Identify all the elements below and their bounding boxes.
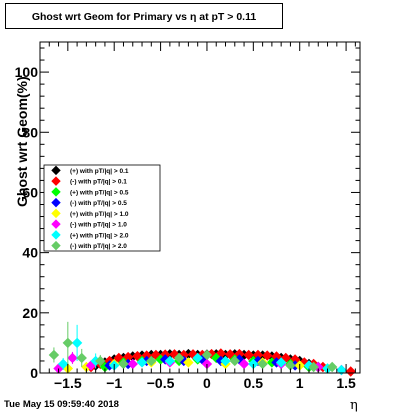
legend-marker bbox=[51, 197, 61, 208]
data-point bbox=[48, 349, 60, 361]
data-point bbox=[238, 358, 250, 370]
x-tick-label: 0.5 bbox=[244, 375, 264, 391]
x-tick-label: 0 bbox=[203, 375, 211, 391]
y-tick-label: 60 bbox=[22, 184, 38, 200]
data-point bbox=[67, 352, 78, 364]
data-point bbox=[136, 357, 148, 368]
data-point bbox=[173, 352, 185, 364]
x-axis-label: η bbox=[350, 398, 358, 413]
data-point bbox=[76, 352, 87, 364]
y-tick-label: 100 bbox=[15, 64, 39, 80]
legend-item: (+) with pT/|q| > 1.0 bbox=[51, 208, 129, 219]
y-tick-label: 80 bbox=[22, 124, 38, 140]
y-tick-label: 0 bbox=[30, 365, 38, 381]
legend-marker bbox=[51, 165, 61, 176]
legend-item: (-) with pT/|q| > 1.0 bbox=[51, 219, 127, 229]
data-point bbox=[345, 366, 356, 377]
data-point bbox=[336, 364, 347, 376]
legend-label: (-) with pT/|q| > 0.5 bbox=[70, 200, 127, 207]
legend-marker bbox=[51, 230, 61, 240]
data-point bbox=[201, 349, 213, 361]
data-point bbox=[183, 357, 194, 368]
legend-marker bbox=[51, 219, 61, 229]
legend-label: (+) with pT/|q| > 2.0 bbox=[70, 232, 129, 239]
x-tick-label: 1 bbox=[296, 375, 304, 391]
legend-item: (-) with pT/|q| > 2.0 bbox=[51, 240, 127, 251]
data-point bbox=[118, 358, 129, 370]
data-point bbox=[220, 355, 231, 367]
legend-label: (-) with pT/|q| > 2.0 bbox=[70, 243, 127, 250]
data-point bbox=[192, 352, 203, 364]
chart-title: Ghost wrt Geom for Primary vs η at pT > … bbox=[5, 3, 283, 29]
legend-item: (+) with pT/|q| > 0.1 bbox=[51, 165, 129, 176]
data-point bbox=[164, 355, 176, 367]
legend-marker bbox=[51, 176, 61, 186]
legend-item: (-) with pT/|q| > 0.5 bbox=[51, 197, 127, 208]
legend-marker bbox=[51, 187, 61, 197]
legend-item: (+) with pT/|q| > 0.5 bbox=[51, 187, 129, 197]
legend-label: (-) with pT/|q| > 1.0 bbox=[70, 222, 127, 229]
y-axis-label: Ghost wrt Geom(%) bbox=[14, 76, 30, 207]
legend-item: (+) with pT/|q| > 2.0 bbox=[51, 230, 129, 240]
x-tick-label: −0.5 bbox=[147, 375, 175, 391]
series-8 bbox=[48, 321, 338, 373]
data-point bbox=[262, 350, 273, 361]
legend-label: (+) with pT/|q| > 1.0 bbox=[70, 211, 129, 218]
data-point bbox=[146, 355, 157, 367]
data-point bbox=[308, 361, 319, 373]
legend-marker bbox=[51, 240, 61, 251]
x-tick-label: −1.5 bbox=[54, 375, 82, 391]
legend-label: (+) with pT/|q| > 0.1 bbox=[70, 168, 129, 175]
legend-item: (-) with pT/|q| > 0.1 bbox=[51, 176, 127, 186]
legend-label: (-) with pT/|q| > 0.1 bbox=[70, 179, 127, 186]
data-point bbox=[257, 358, 268, 370]
footer-timestamp: Tue May 15 09:59:40 2018 bbox=[4, 399, 119, 410]
x-tick-label: −1 bbox=[106, 375, 122, 391]
data-point bbox=[243, 349, 254, 361]
data-point bbox=[326, 361, 338, 373]
data-point bbox=[224, 349, 236, 360]
data-point bbox=[127, 358, 138, 370]
data-point bbox=[275, 357, 287, 368]
legend-label: (+) with pT/|q| > 0.5 bbox=[70, 189, 129, 196]
y-tick-label: 40 bbox=[22, 245, 38, 261]
data-point bbox=[62, 337, 74, 349]
legend-box bbox=[43, 164, 161, 252]
legend-marker bbox=[51, 208, 61, 219]
data-point bbox=[229, 355, 240, 367]
data-point bbox=[71, 337, 83, 349]
data-point bbox=[95, 355, 106, 367]
y-tick-label: 20 bbox=[22, 305, 38, 321]
data-point bbox=[57, 358, 69, 370]
x-tick-label: 1.5 bbox=[336, 375, 356, 391]
